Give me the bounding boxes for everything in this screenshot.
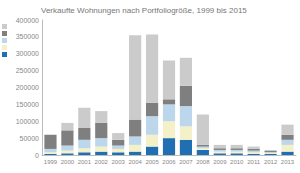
svg-text:2008: 2008 [196,159,210,165]
svg-text:50000: 50000 [20,135,40,142]
svg-text:100000: 100000 [16,118,39,125]
svg-text:2011: 2011 [247,159,261,165]
svg-text:200000: 200000 [16,84,39,91]
svg-text:2007: 2007 [179,159,193,165]
svg-text:2003: 2003 [112,159,126,165]
svg-text:150000: 150000 [16,101,39,108]
svg-text:0: 0 [35,152,39,159]
svg-text:350000: 350000 [16,33,39,40]
svg-text:300000: 300000 [16,50,39,57]
svg-text:2004: 2004 [128,159,142,165]
svg-text:2002: 2002 [95,159,109,165]
svg-text:2001: 2001 [78,159,92,165]
svg-text:2012: 2012 [264,159,278,165]
svg-text:Verkaufte Wohnungen nach Portf: Verkaufte Wohnungen nach Portfoliogröße,… [41,6,247,15]
svg-text:1999: 1999 [44,159,58,165]
svg-text:2013: 2013 [281,159,295,165]
svg-text:2000: 2000 [61,159,75,165]
svg-text:400000: 400000 [16,17,39,24]
svg-text:250000: 250000 [16,67,39,74]
svg-text:2005: 2005 [145,159,159,165]
svg-text:2006: 2006 [162,159,176,165]
svg-text:2009: 2009 [213,159,227,165]
svg-text:2010: 2010 [230,159,244,165]
